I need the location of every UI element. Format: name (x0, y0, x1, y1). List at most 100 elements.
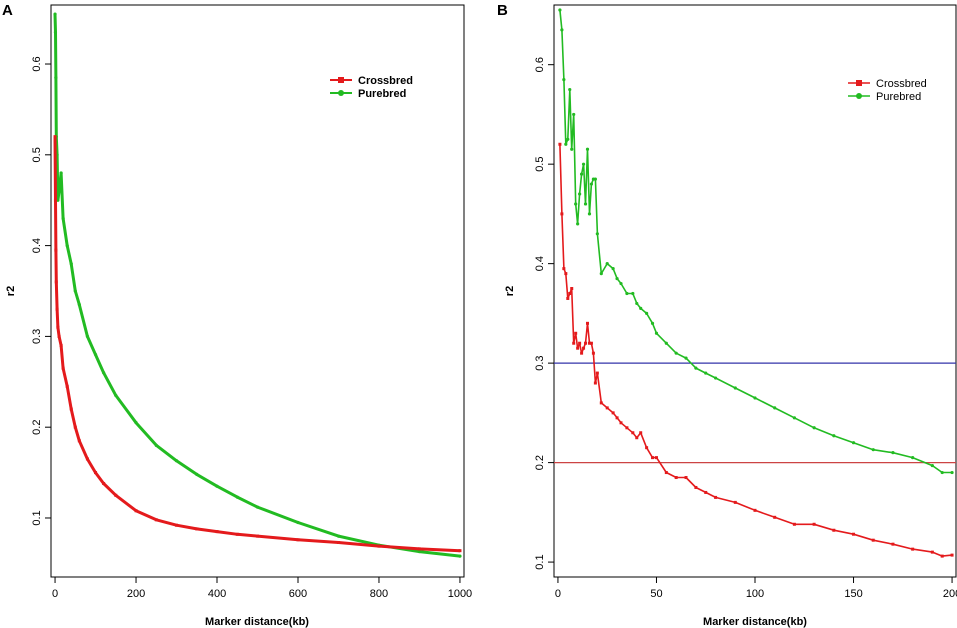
panel-b-purebred-point (583, 202, 588, 206)
panel-b-x-tick-label: 50 (650, 588, 662, 600)
panel-b-purebred-point (832, 434, 836, 438)
panel-b-crossbred-point (753, 508, 757, 512)
panel-a-crossbred-point (53, 135, 57, 139)
panel-b-x-tick-label: 200 (943, 588, 957, 600)
panel-b-threshold-lines (554, 362, 956, 464)
panel-b-purebred-point (595, 232, 599, 236)
panel-a-crossbred-point (85, 457, 89, 461)
panel-b-series (558, 8, 954, 558)
panel-b-crossbred-point (704, 490, 708, 494)
panel-a-crossbred-point (94, 471, 98, 475)
panel-b-purebred-point (566, 137, 570, 141)
panel-b-purebred-point (568, 87, 572, 92)
panel-b-y-tick-label: 0.4 (534, 256, 546, 271)
panel-b-crossbred-point (587, 341, 591, 345)
panel-a-crossbred-point (154, 518, 158, 522)
panel-b-crossbred-point (694, 485, 698, 489)
panel-a-purebred-point (57, 189, 61, 193)
panel-b-purebred-point (911, 456, 915, 460)
panel-a-purebred-point (458, 554, 462, 558)
panel-b-x-tick-label: 100 (746, 588, 764, 600)
panel-b-crossbred-point (570, 287, 574, 291)
panel-b-crossbred-point (568, 291, 572, 295)
panel-b-crossbred-point (930, 550, 934, 554)
panel-b-purebred-point (635, 301, 639, 306)
panel-a-purebred-point (73, 289, 77, 293)
panel-b-purebred-point (950, 470, 954, 475)
panel-b-purebred-point (930, 463, 934, 468)
panel-b-crossbred-point (572, 341, 576, 345)
panel-a-purebred-point (56, 198, 60, 202)
panel-b-crossbred-point (684, 476, 688, 480)
panel-b-purebred-point (792, 416, 797, 420)
panel-b-purebred-point (611, 267, 615, 271)
panel-b-purebred-point (654, 331, 659, 335)
panel-a-y-tick-label: 0.2 (31, 420, 43, 435)
panel-b-purebred-point (639, 306, 643, 311)
panel-a-crossbred-point (57, 334, 61, 338)
panel-a-crossbred-point (336, 540, 340, 544)
panel-b-crossbred-point (578, 341, 582, 345)
panel-a-crossbred-point (256, 534, 259, 538)
panel-a-purebred-point (235, 495, 239, 499)
panel-b-purebred-point (599, 271, 603, 276)
panel-b-purebred-point (589, 182, 594, 186)
panel-b-crossbred-point (566, 296, 570, 300)
panel-b-crossbred-point (871, 538, 875, 542)
panel-a-crossbred-point (54, 280, 58, 284)
panel-a-crossbred-point (56, 325, 60, 329)
panel-a-purebred-point (102, 371, 106, 375)
panel-b-ticks: 0 50 100 150 200 0.1 0.2 0.3 0.4 0.5 0.6 (534, 57, 957, 600)
panel-a-purebred-point (336, 534, 341, 538)
panel-a-purebred-point (59, 171, 63, 175)
panel-b-purebred-point (605, 262, 609, 266)
panel-b-purebred-point (558, 8, 562, 12)
panel-b-purebred-point (733, 386, 737, 390)
panel-b-purebred-point (578, 192, 582, 196)
panel-b-crossbred-point (940, 554, 944, 558)
panel-b-crossbred-point (664, 471, 668, 475)
panel-a-crossbred-point (458, 549, 462, 553)
panel-b-purebred-point (871, 448, 875, 452)
panel-a-crossbred-point (114, 493, 118, 497)
panel-b-purebred-point (812, 426, 816, 430)
panel-a-y-axis-title: r2 (5, 286, 17, 296)
panel-b-purebred-point (891, 451, 895, 455)
panel-b-crossbred-point (558, 142, 562, 146)
panel-a-crossbred-point (55, 307, 59, 311)
panel-a-purebred-point (174, 459, 179, 463)
panel-a-x-tick-label: 200 (127, 588, 145, 600)
panel-b-purebred-point (650, 321, 655, 325)
panel-a-purebred-point (54, 76, 58, 80)
panel-a-purebred-point (417, 549, 422, 554)
panel-a-crossbred-point (175, 523, 179, 527)
panel-a-purebred-point (53, 12, 57, 16)
panel-b-purebred-point (593, 177, 597, 181)
panel-b-purebred-point (664, 341, 668, 345)
panel-b-crossbred-point (593, 381, 597, 385)
panel-a-purebred-point (255, 505, 260, 509)
panel-a-crossbred-point (69, 407, 73, 411)
panel-b-crossbred-point (733, 500, 737, 504)
panel-b-crossbred-point (651, 456, 655, 460)
panel-b-y-tick-label: 0.1 (534, 554, 546, 569)
panel-b-x-tick-label: 150 (844, 588, 862, 600)
panel-a-x-tick-label: 600 (289, 588, 307, 600)
panel-a-legend-purebred-marker (338, 90, 344, 96)
panel-a-y-tick-label: 0.4 (31, 238, 43, 253)
panel-a-purebred-point (77, 303, 81, 307)
panel-b-purebred-point (560, 28, 564, 32)
panel-a-x-tick-label: 1000 (448, 588, 472, 600)
panel-a-crossbred-point (59, 343, 63, 347)
panel-b-letter: B (497, 2, 508, 19)
panel-a-crossbred-point (54, 248, 58, 252)
panel-b-crossbred-point (591, 351, 595, 355)
panel-a-crossbred-point (53, 198, 57, 202)
panel-b-purebred-point (694, 366, 698, 370)
panel-a-legend: Crossbred Purebred (330, 75, 413, 100)
panel-a-crossbred-point (134, 509, 138, 513)
panel-b-crossbred-point (852, 532, 856, 536)
panel-b-crossbred-point (654, 456, 658, 460)
panel-a-crossbred-point (195, 527, 199, 531)
panel-b-purebred-point (585, 147, 590, 151)
